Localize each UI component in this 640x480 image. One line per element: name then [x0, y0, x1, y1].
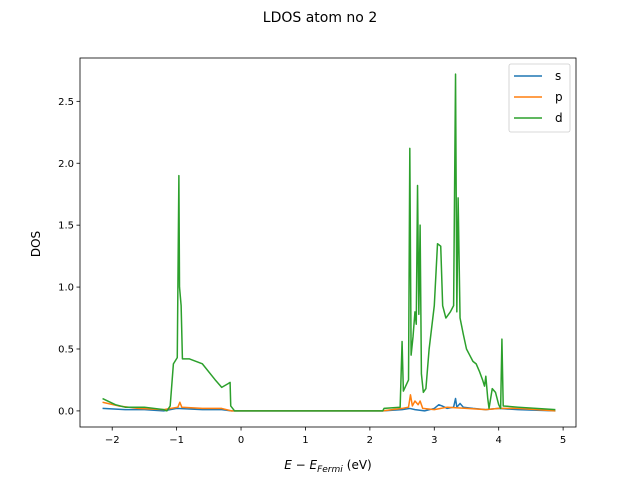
- y-tick-label: 1.0: [58, 283, 74, 294]
- legend-label-p: p: [555, 90, 563, 104]
- plot-area: [102, 73, 556, 412]
- x-tick-label: 3: [431, 435, 437, 446]
- x-tick-label: 1: [302, 435, 308, 446]
- chart-title: LDOS atom no 2: [263, 10, 377, 26]
- x-tick-label: −1: [169, 435, 184, 446]
- x-axis-label-unit: (eV): [347, 458, 372, 472]
- plot-frame: [79, 57, 577, 428]
- y-tick-label: 2.5: [58, 97, 74, 108]
- x-axis-label: E − EFermi (eV): [284, 458, 372, 475]
- x-tick-label: 5: [560, 435, 566, 446]
- legend: spd: [508, 63, 571, 133]
- y-tick-label: 1.5: [58, 221, 74, 232]
- x-axis-label-sub: Fermi: [317, 465, 343, 475]
- y-axis-label: DOS: [29, 231, 43, 257]
- series-line-d: [102, 73, 556, 412]
- series-line-s: [102, 397, 556, 412]
- x-tick-label: 4: [496, 435, 502, 446]
- axes: −2 −1 0 1 2 3 4 5 0.0 0.5 1.0 1.5 2.0 2.5: [58, 57, 577, 446]
- x-tick-label: 0: [238, 435, 244, 446]
- y-tick-label: 0.0: [58, 406, 74, 417]
- x-axis-label-base: E − E: [284, 458, 317, 472]
- x-tick-label: 2: [367, 435, 373, 446]
- y-tick-label: 2.0: [58, 159, 74, 170]
- legend-label-d: d: [555, 111, 563, 125]
- y-tick-label: 0.5: [58, 344, 74, 355]
- legend-label-s: s: [555, 69, 561, 83]
- x-tick-label: −2: [105, 435, 120, 446]
- legend-box: [508, 63, 571, 133]
- series-line-p: [102, 394, 556, 412]
